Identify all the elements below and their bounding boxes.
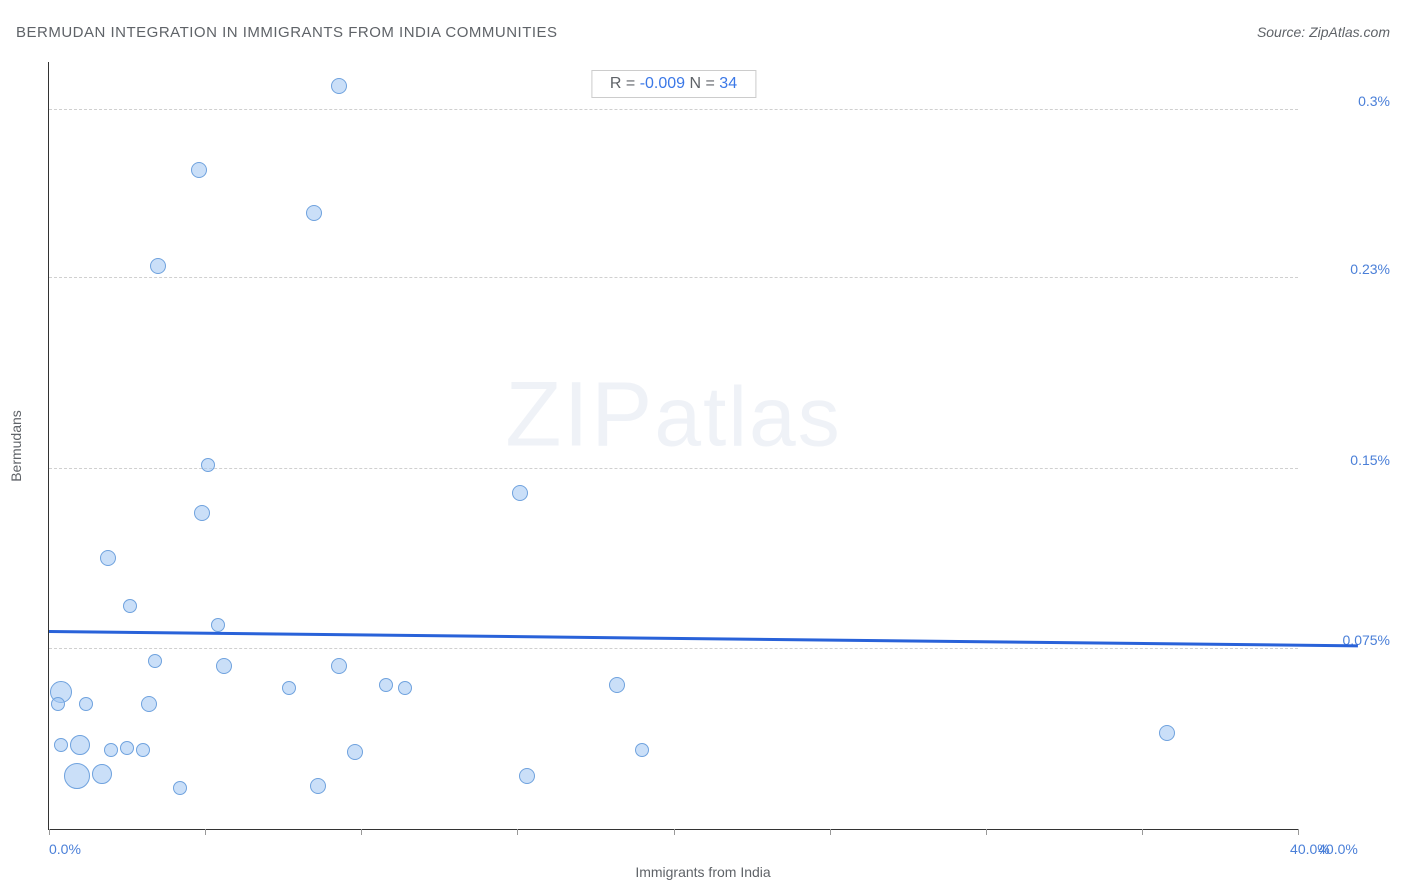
r-label: R = [610, 75, 640, 92]
y-axis-label: Bermudans [8, 410, 24, 482]
data-point [120, 741, 134, 755]
data-point [347, 744, 363, 760]
data-point [512, 485, 528, 501]
data-point [191, 162, 207, 178]
data-point [1159, 725, 1175, 741]
data-point [306, 205, 322, 221]
data-point [331, 658, 347, 674]
x-tick [361, 829, 362, 835]
watermark: ZIPatlas [505, 362, 842, 467]
data-point [104, 743, 118, 757]
x-tick [674, 829, 675, 835]
data-point [211, 618, 225, 632]
watermark-main: ZIP [505, 363, 654, 465]
chart-plot-area: ZIPatlas R = -0.009 N = 34 0.075%0.15%0.… [48, 62, 1298, 830]
data-point [92, 764, 112, 784]
chart-title: BERMUDAN INTEGRATION IN IMMIGRANTS FROM … [16, 24, 558, 41]
gridline [49, 109, 1298, 110]
data-point [54, 738, 68, 752]
x-tick [1298, 829, 1299, 835]
x-tick-label: 40.0% [1318, 841, 1358, 857]
data-point [635, 743, 649, 757]
data-point [173, 781, 187, 795]
x-tick [205, 829, 206, 835]
data-point [519, 768, 535, 784]
gridline [49, 648, 1298, 649]
data-point [201, 458, 215, 472]
data-point [609, 677, 625, 693]
data-point [51, 697, 65, 711]
data-point [216, 658, 232, 674]
data-point [398, 681, 412, 695]
x-axis-label: Immigrants from India [635, 864, 770, 880]
y-tick-label: 0.15% [1350, 452, 1390, 468]
data-point [141, 696, 157, 712]
data-point [148, 654, 162, 668]
watermark-sub: atlas [654, 369, 841, 463]
data-point [310, 778, 326, 794]
stats-box: R = -0.009 N = 34 [591, 70, 756, 98]
data-point [100, 550, 116, 566]
r-value: -0.009 [640, 75, 685, 92]
x-tick [1142, 829, 1143, 835]
x-tick [49, 829, 50, 835]
x-tick [830, 829, 831, 835]
x-tick [517, 829, 518, 835]
x-tick [986, 829, 987, 835]
data-point [64, 763, 90, 789]
n-value: 34 [719, 75, 737, 92]
data-point [123, 599, 137, 613]
n-label: N = [685, 75, 719, 92]
data-point [150, 258, 166, 274]
y-tick-label: 0.23% [1350, 261, 1390, 277]
data-point [79, 697, 93, 711]
x-tick-label: 0.0% [49, 841, 81, 857]
data-point [70, 735, 90, 755]
gridline [49, 468, 1298, 469]
data-point [136, 743, 150, 757]
y-tick-label: 0.3% [1358, 93, 1390, 109]
data-point [282, 681, 296, 695]
source-attribution: Source: ZipAtlas.com [1257, 24, 1390, 40]
data-point [379, 678, 393, 692]
data-point [331, 78, 347, 94]
data-point [194, 505, 210, 521]
gridline [49, 277, 1298, 278]
regression-line [49, 630, 1358, 647]
